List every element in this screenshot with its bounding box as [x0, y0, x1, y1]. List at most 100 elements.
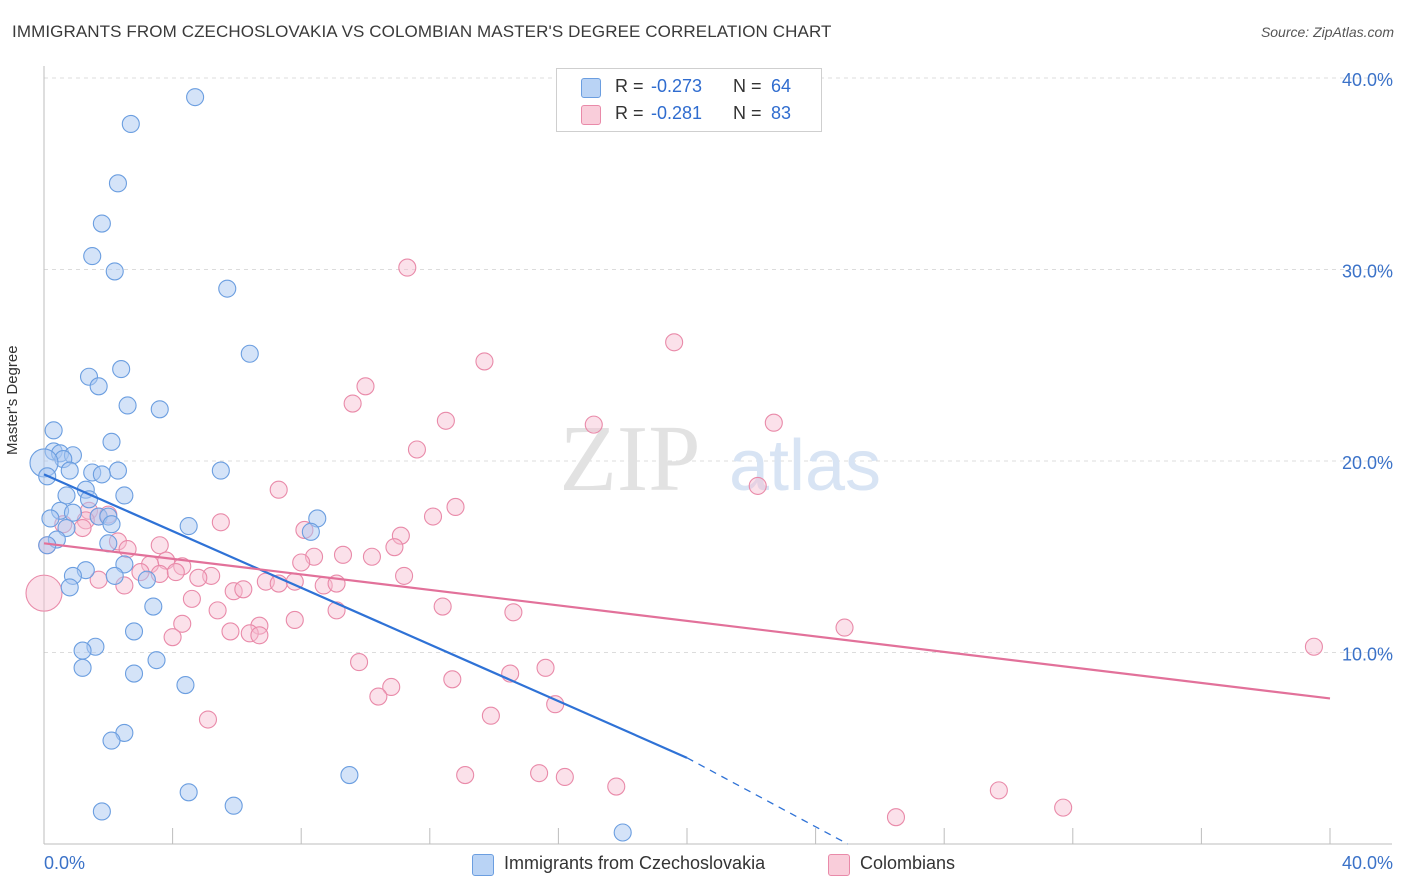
czechoslovakia-point: [218, 279, 237, 298]
colombians-point: [250, 616, 269, 635]
colombians-point: [333, 545, 353, 564]
colombians-point: [456, 766, 475, 785]
colombians-point: [433, 597, 452, 616]
czechoslovakia-point: [108, 461, 127, 480]
colombians-point: [208, 601, 227, 620]
colombians-point: [407, 440, 426, 459]
colombians-point: [446, 497, 465, 517]
czechoslovakia-point: [137, 570, 156, 589]
colombians-point: [989, 781, 1008, 800]
colombians-point: [481, 706, 500, 725]
czechoslovakia-point: [124, 622, 144, 641]
colombians-point: [423, 507, 443, 526]
y-tick-label: 20.0%: [1342, 453, 1393, 473]
colombians-point: [443, 670, 462, 689]
colombians-point: [250, 626, 269, 645]
czechoslovakia-point: [179, 783, 198, 802]
czechoslovakia-point: [57, 486, 76, 505]
czechoslovakia-point: [105, 262, 124, 281]
colombians-point: [665, 333, 684, 352]
colombians-point: [607, 777, 626, 796]
colombians-point: [886, 808, 906, 827]
czechoslovakia-point: [118, 396, 137, 415]
legend-swatch-pink: [581, 105, 601, 125]
czechoslovakia-point: [60, 461, 79, 480]
czechoslovakia-point: [240, 344, 259, 363]
czechoslovakia-point: [92, 802, 111, 821]
czechoslovakia-point: [60, 578, 79, 597]
colombians-point: [382, 677, 401, 697]
colombians-point: [163, 628, 182, 647]
colombians-point: [1054, 798, 1073, 817]
bottom-legend-swatch-pink: [828, 854, 850, 876]
colombians-trend-line: [43, 542, 1331, 700]
czechoslovakia-point: [211, 461, 230, 480]
czechoslovakia-point: [83, 247, 102, 266]
colombians-point: [362, 547, 381, 566]
czechoslovakia-point: [124, 664, 144, 683]
czechoslovakia-point: [224, 796, 243, 815]
czechoslovakia-point: [41, 509, 60, 528]
czechoslovakia-point: [102, 432, 121, 451]
bottom-legend-label: Immigrants from Czechoslovakia: [504, 853, 766, 873]
legend-n-label: N =: [733, 76, 762, 96]
colombians-point: [395, 566, 414, 585]
y-tick-label: 10.0%: [1342, 645, 1393, 665]
legend-r-value: -0.281: [651, 103, 703, 123]
czechoslovakia-point: [121, 114, 140, 134]
correlation-legend: R = -0.273 N = 64 R = -0.281 N = 83: [556, 68, 822, 132]
czechoslovakia-point: [613, 823, 632, 842]
czechoslovakia-point: [44, 421, 63, 440]
colombians-point: [1304, 637, 1323, 656]
colombians-point: [555, 767, 574, 787]
czechoslovakia-point: [176, 676, 195, 695]
x-tick-label: 0.0%: [44, 853, 85, 873]
czechoslovakia-point: [144, 597, 163, 616]
colombians-point: [189, 568, 208, 587]
y-tick-label: 40.0%: [1342, 70, 1393, 90]
czechoslovakia-point: [179, 517, 198, 536]
colombians-point: [166, 563, 185, 582]
colombians-point: [584, 415, 603, 434]
czechoslovakia-point: [340, 766, 359, 785]
legend-swatch-blue: [581, 78, 601, 98]
legend-r-label: R =: [615, 103, 644, 123]
watermark: ZIP atlas: [560, 407, 882, 511]
colombians-point: [504, 603, 523, 622]
legend-n-value: 64: [771, 76, 792, 96]
colombians-point: [285, 610, 304, 629]
tick-labels: 10.0% 20.0% 30.0% 40.0% 0.0% 40.0%: [44, 70, 1393, 873]
legend-r-label: R =: [615, 76, 644, 96]
czechoslovakia-point: [186, 88, 205, 107]
y-tick-label: 30.0%: [1342, 262, 1393, 282]
czechoslovakia-point: [115, 486, 134, 505]
colombians-point: [292, 553, 311, 572]
gridlines: [44, 77, 1392, 653]
colombians-point: [356, 377, 375, 396]
colombians-point: [536, 658, 555, 677]
legend-n-label: N =: [733, 103, 762, 123]
czechoslovakia-point: [63, 503, 82, 522]
colombians-point: [211, 513, 230, 532]
czechoslovakia-point: [150, 400, 169, 419]
czechoslovakia-point: [102, 731, 121, 750]
colombians-point: [221, 622, 240, 641]
colombians-point: [234, 580, 253, 599]
chart-title: IMMIGRANTS FROM CZECHOSLOVAKIA VS COLOMB…: [12, 22, 832, 41]
colombians-point: [369, 687, 388, 706]
colombians-point: [475, 352, 494, 371]
colombians-point: [748, 476, 767, 495]
colombians-point: [764, 413, 783, 432]
colombians-point: [73, 518, 92, 538]
legend-r-value: -0.273: [651, 76, 703, 96]
colombians-point: [182, 589, 201, 608]
czechoslovakia-point: [105, 566, 124, 585]
czechoslovakia-point: [92, 214, 111, 233]
colombians-point: [269, 480, 288, 499]
colombians-point: [385, 538, 404, 557]
watermark-atlas: atlas: [729, 426, 881, 506]
colombians-point: [530, 764, 549, 783]
colombians-point: [835, 618, 854, 637]
czechoslovakia-point: [92, 465, 111, 484]
